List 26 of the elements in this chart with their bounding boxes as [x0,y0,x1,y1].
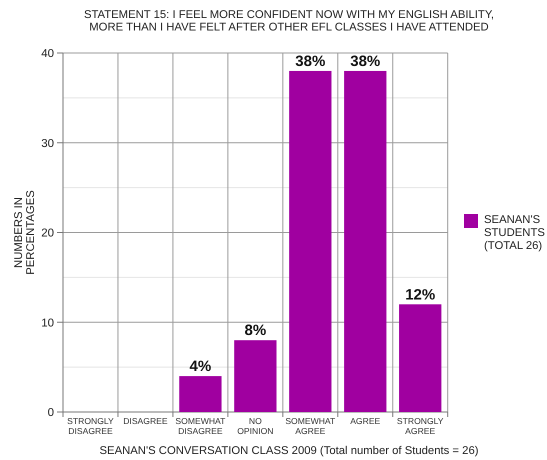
y-tick-label: 20 [41,228,54,240]
data-label: 4% [190,358,212,376]
y-tick-label: 0 [48,407,54,419]
chart-title: STATEMENT 15: I FEEL MORE CONFIDENT NOW WITH MY ENGLISH ABILITY, MORE THAN I HAVE FELT AFTER OTHER EFL CLASSES I HAVE ATTENDED [84,9,494,34]
data-label: 12% [405,286,436,304]
bar [179,376,222,412]
x-tick-label: STRONGLY DISAGREE [67,416,114,436]
data-label: 8% [244,322,266,340]
bar [234,340,277,412]
bar [289,70,332,412]
x-tick-label: NO OPINION [237,416,274,436]
legend-label: SEANAN'S STUDENTS (TOTAL 26) [484,214,546,252]
x-tick-label: DISAGREE [123,416,168,426]
y-tick-label: 10 [41,317,54,330]
bar [399,304,442,412]
x-tick-label: SOMEWHAT DISAGREE [175,416,226,436]
x-axis-title: SEANAN'S CONVERSATION CLASS 2009 (Total number of Students = 26) [100,445,479,457]
y-axis-title: NUMBERS IN PERCENTAGES [13,190,37,275]
bar [344,70,386,412]
data-label: 38% [295,52,326,70]
x-tick-label: SOMEWHAT AGREE [285,416,336,436]
x-tick-label: STRONGLY AGREE [396,416,444,436]
y-tick-label: 40 [41,48,54,60]
x-tick-label: AGREE [350,416,381,426]
y-tick-label: 30 [41,138,54,150]
data-label: 38% [350,52,380,70]
